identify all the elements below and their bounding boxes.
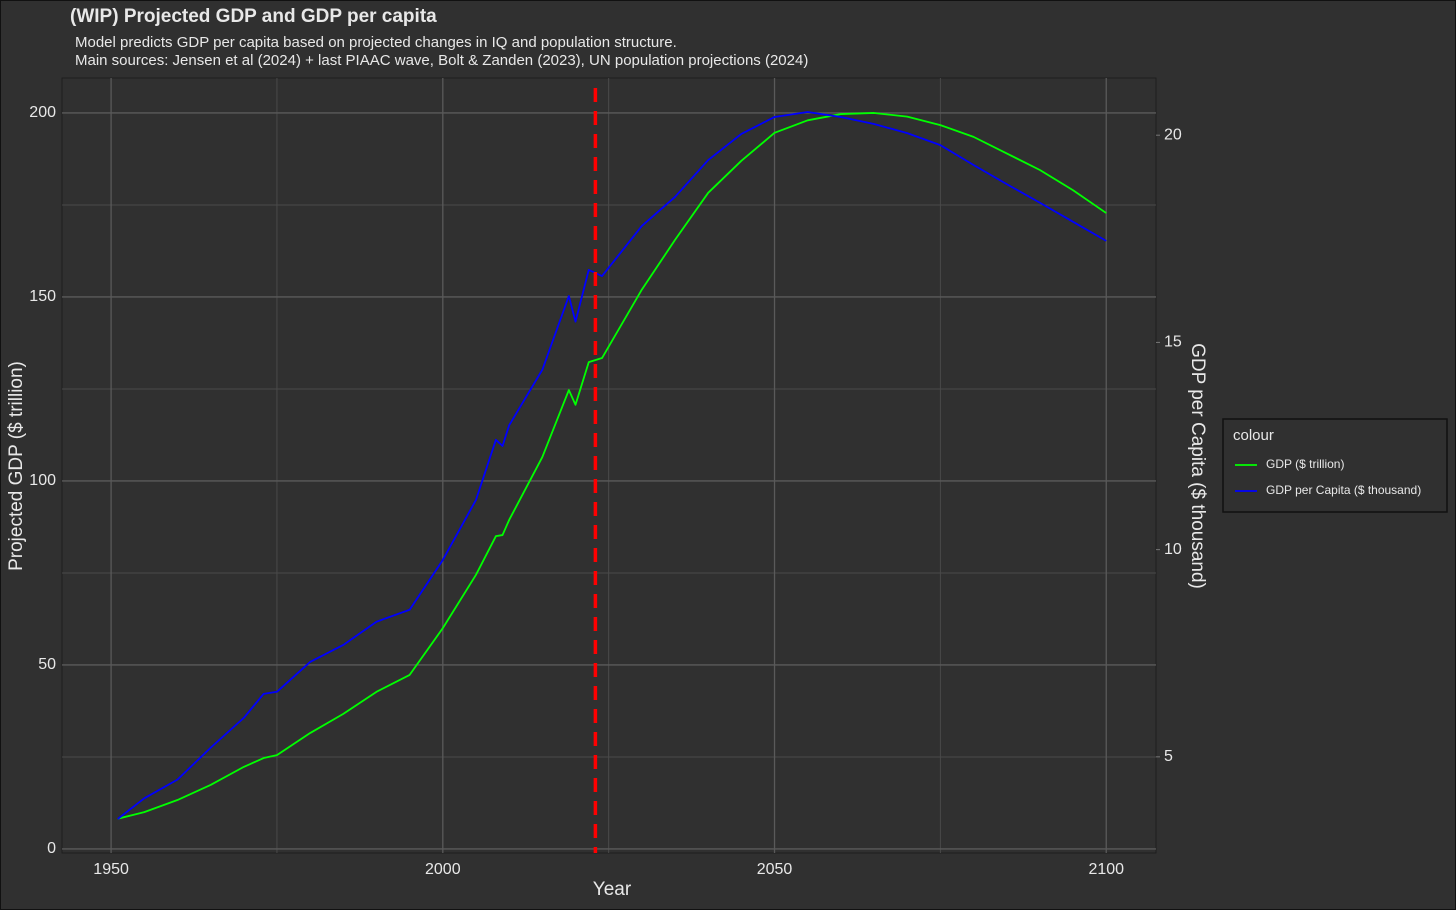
legend-title: colour bbox=[1233, 427, 1274, 444]
y2-tick-label: 5 bbox=[1164, 748, 1173, 765]
x-tick-label: 2000 bbox=[425, 861, 461, 878]
y-tick-label: 200 bbox=[29, 104, 56, 121]
line-series bbox=[117, 112, 1107, 820]
y-tick-label: 50 bbox=[38, 656, 56, 673]
chart-title: (WIP) Projected GDP and GDP per capita bbox=[70, 6, 437, 27]
y-tick-label: 100 bbox=[29, 472, 56, 489]
x-tick-label: 1950 bbox=[93, 861, 129, 878]
y2-axis-title: GDP per Capita ($ thousand) bbox=[1187, 343, 1208, 589]
legend-label: GDP ($ trillion) bbox=[1266, 457, 1344, 471]
subtitle: Main sources: Jensen et al (2024) + last… bbox=[75, 52, 808, 69]
y-axis-title: Projected GDP ($ trillion) bbox=[6, 361, 27, 571]
legend-box bbox=[1222, 418, 1448, 513]
x-axis-title: Year bbox=[593, 879, 632, 900]
x-tick-label: 2100 bbox=[1088, 861, 1124, 878]
y-tick-label: 0 bbox=[47, 840, 56, 857]
y2-tick-label: 10 bbox=[1164, 541, 1182, 558]
line-series bbox=[117, 111, 1107, 820]
y2-tick-label: 15 bbox=[1164, 334, 1182, 351]
y2-tick-label: 20 bbox=[1164, 126, 1182, 143]
legend-label: GDP per Capita ($ thousand) bbox=[1266, 483, 1421, 497]
y-tick-label: 150 bbox=[29, 288, 56, 305]
subtitle: Model predicts GDP per capita based on p… bbox=[75, 34, 677, 51]
x-tick-label: 2050 bbox=[757, 861, 793, 878]
